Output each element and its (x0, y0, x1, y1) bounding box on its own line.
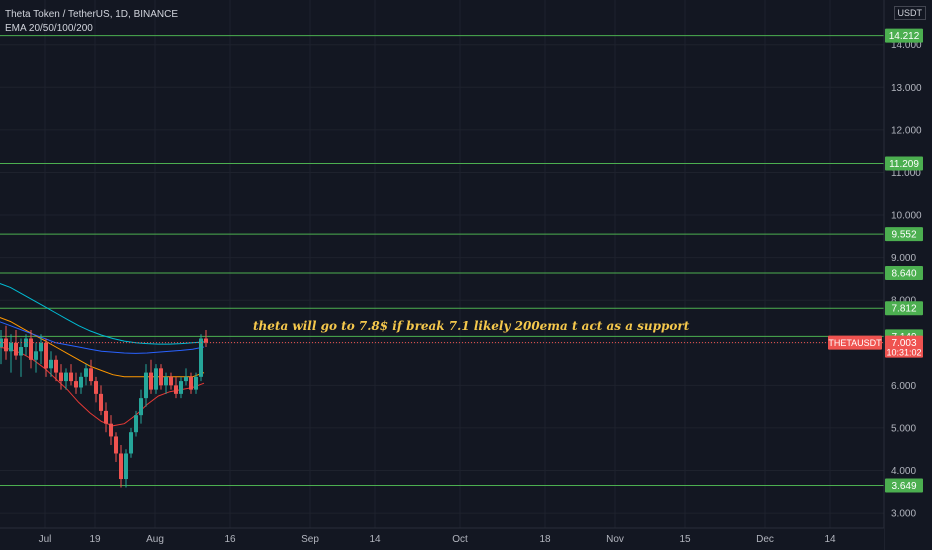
candle-body (199, 338, 203, 377)
level-price-label: 14.212 (889, 31, 920, 42)
x-tick-label: Nov (606, 534, 624, 545)
x-tick-label: 18 (539, 534, 551, 545)
y-tick-label: 12.000 (891, 125, 922, 136)
candle-body (104, 410, 108, 424)
candle-body (64, 372, 68, 382)
horizontal-levels[interactable] (0, 35, 884, 486)
x-tick-label: 16 (224, 534, 236, 545)
candle-body (84, 368, 88, 377)
level-price-tag (885, 156, 923, 171)
x-tick-label: Oct (452, 534, 468, 545)
candle-body (194, 376, 198, 390)
level-price-label: 11.209 (889, 159, 919, 170)
x-axis-background (0, 528, 884, 550)
candle-body (24, 338, 28, 348)
y-tick-label: 5.000 (891, 423, 916, 434)
candle-body (54, 359, 58, 373)
ema-line (0, 321, 205, 354)
last-price-line: THETAUSDT (0, 335, 884, 350)
x-tick-label: Sep (301, 534, 319, 545)
x-axis[interactable]: Jul 19 Aug 16 Sep 14 Oct 18 Nov 15 Dec 14 (0, 527, 884, 550)
currency-label[interactable]: USDT (893, 6, 926, 20)
candle-body (144, 372, 148, 399)
candle-body (164, 376, 168, 386)
y-tick-label: 14.000 (891, 40, 922, 51)
x-tick-label: 15 (679, 534, 691, 545)
candle-body (129, 432, 133, 454)
x-tick-label: 14 (824, 534, 836, 545)
candle-body (9, 342, 13, 352)
symbol-badge-label: THETAUSDT (828, 338, 882, 348)
y-tick-label: 8.000 (891, 296, 916, 307)
candle-body (29, 338, 33, 360)
candle-body (69, 372, 73, 382)
x-tick-label: 19 (89, 534, 101, 545)
candle-body (94, 381, 98, 394)
candle-body (34, 351, 38, 360)
level-price-tag (885, 227, 923, 242)
x-tick-label: 14 (369, 534, 381, 545)
candle-body (134, 415, 138, 433)
candle-body (204, 338, 208, 343)
candle-body (39, 342, 43, 352)
candle-body (174, 385, 178, 394)
level-price-tag (885, 301, 923, 316)
candle-body (179, 381, 183, 394)
candle-body (124, 453, 128, 480)
y-tick-label: 6.000 (891, 381, 916, 392)
symbol-badge (828, 335, 882, 350)
candle-body (14, 342, 18, 356)
candle-body (89, 368, 93, 382)
level-price-label: 3.649 (891, 481, 916, 492)
candle-body (184, 376, 188, 382)
level-price-label: 7.812 (891, 304, 916, 315)
symbol-title: Theta Token / TetherUS, 1D, BINANCE (5, 9, 179, 20)
candle-body (99, 393, 103, 411)
candle-body (4, 338, 8, 352)
grid (0, 0, 884, 528)
candle-body (139, 398, 143, 416)
candle-body (49, 359, 53, 369)
level-price-tag (885, 478, 923, 493)
countdown-label: 10:31:02 (886, 348, 921, 358)
candle-body (19, 347, 23, 356)
candlesticks (0, 325, 208, 488)
candle-body (74, 381, 78, 388)
candle-body (189, 376, 193, 390)
y-axis[interactable]: 3.000 4.000 5.000 6.000 8.000 9.000 10.000 11.0… (883, 0, 932, 550)
level-price-label: 9.552 (891, 230, 916, 241)
y-tick-label: 9.000 (891, 253, 916, 264)
candle-body (149, 372, 153, 390)
candle-body (79, 376, 83, 388)
x-tick-label: Dec (756, 534, 774, 545)
y-tick-label: 10.000 (891, 211, 922, 222)
candle-body (59, 372, 63, 382)
candle-body (159, 368, 163, 386)
candle-body (114, 436, 118, 454)
last-price-tag (885, 335, 923, 358)
ema-line (0, 283, 205, 345)
indicator-label: EMA 20/50/100/200 (5, 23, 93, 34)
level-price-tag (885, 265, 923, 280)
candle-body (44, 342, 48, 369)
level-price-tag (885, 28, 923, 43)
chart-legend: Theta Token / TetherUS, 1D, BINANCE EMA … (5, 8, 178, 36)
x-tick-label: Aug (146, 534, 164, 545)
candle-body (119, 453, 123, 480)
candle-body (154, 368, 158, 390)
y-tick-label: 4.000 (891, 466, 916, 477)
ema-line (0, 346, 205, 427)
candle-body (109, 423, 113, 437)
level-price-label: 8.640 (891, 268, 916, 279)
last-price-label: 7.003 (891, 338, 916, 349)
y-tick-label: 13.000 (891, 83, 922, 94)
candle-body (0, 338, 3, 348)
ema-lines (0, 283, 205, 427)
y-tick-label: 3.000 (891, 509, 916, 520)
x-tick-label: Jul (39, 534, 52, 545)
y-tick-label: 11.000 (891, 168, 921, 179)
candle-body (169, 376, 173, 386)
chart-annotation: theta will go to 7.8$ if break 7.1 likel… (253, 319, 690, 333)
